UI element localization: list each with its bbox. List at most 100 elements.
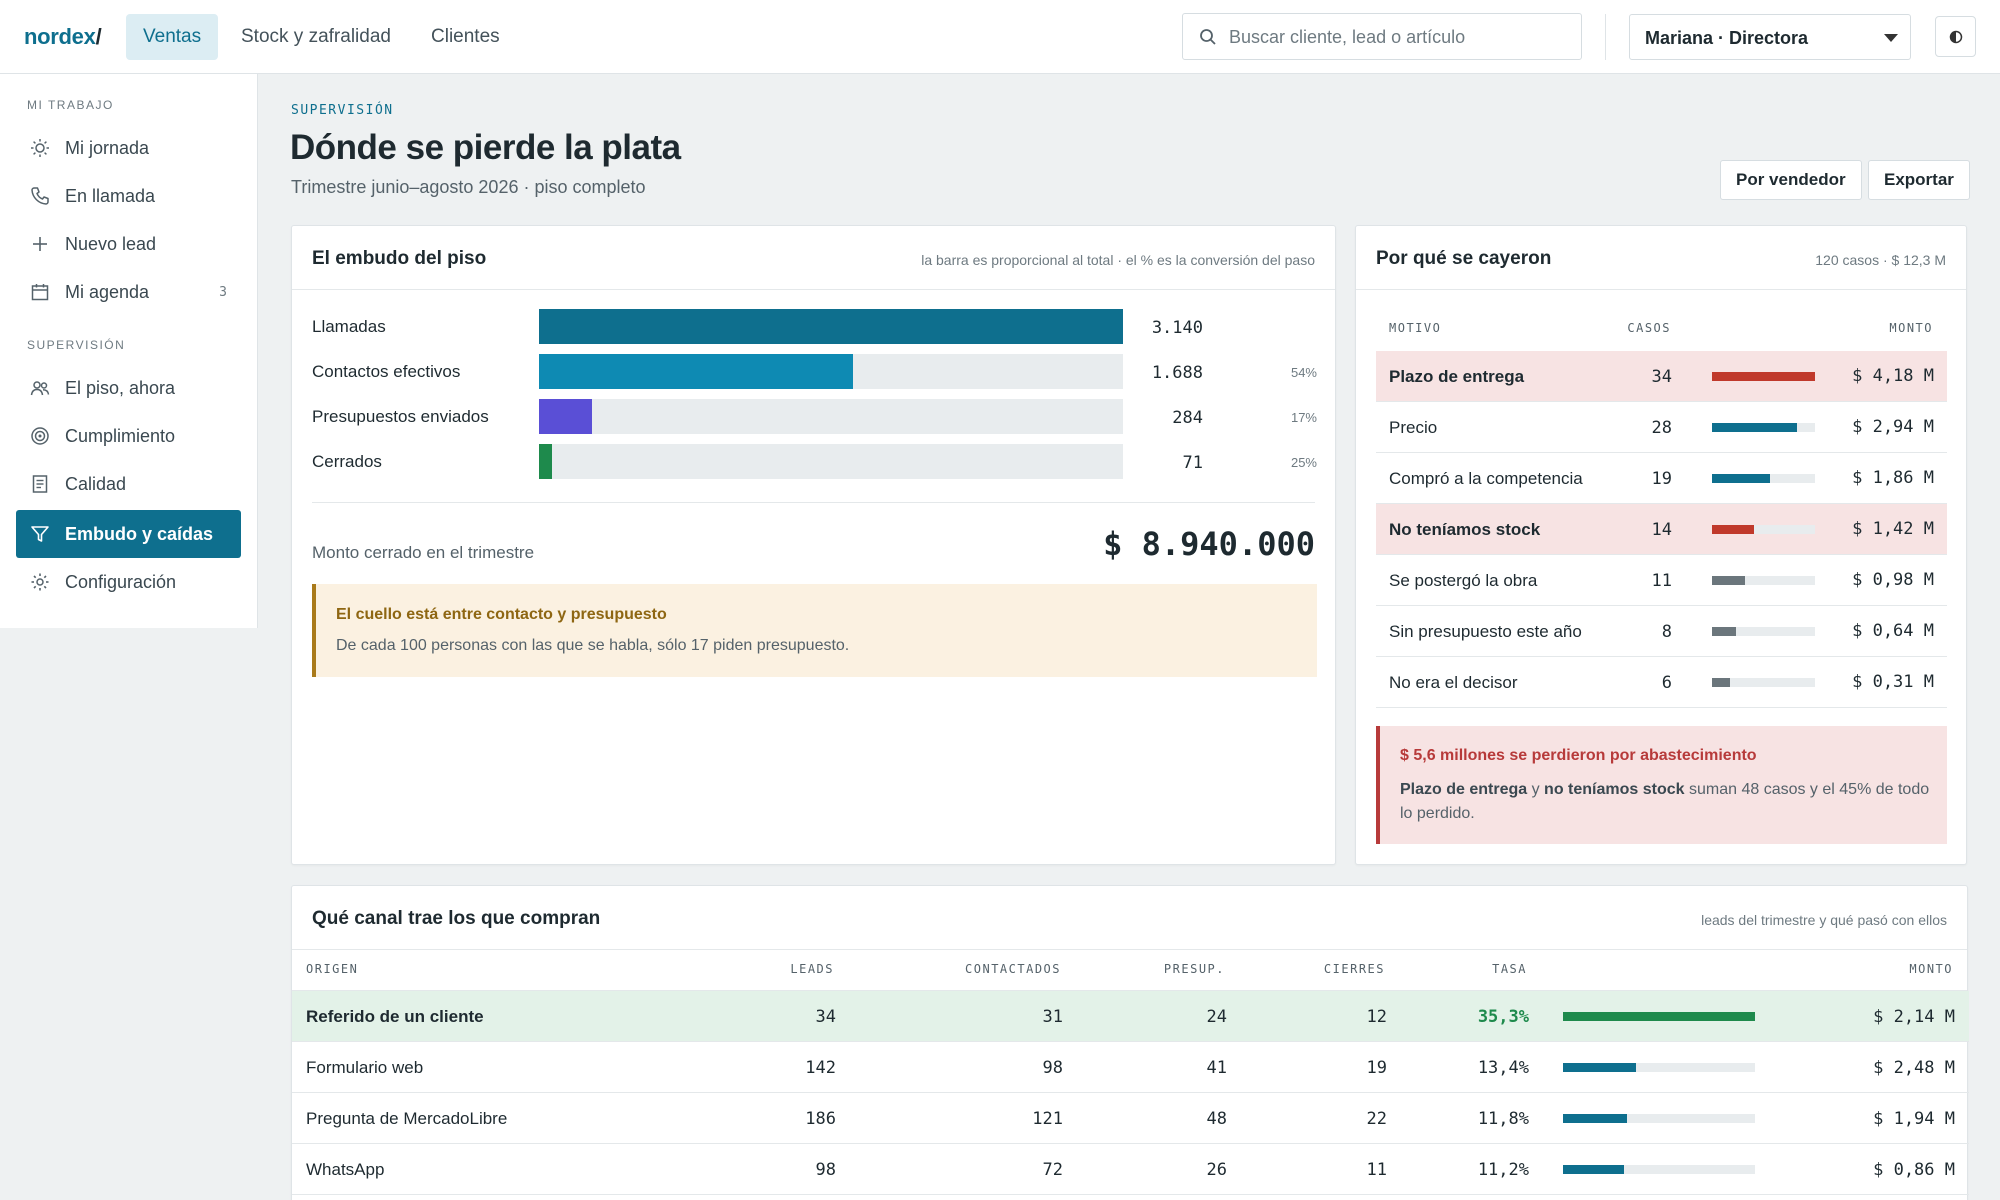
funnel-bar xyxy=(539,399,592,434)
channel-amount: $ 2,14 M xyxy=(1873,1007,1955,1027)
export-button[interactable]: Exportar xyxy=(1868,160,1970,200)
top-bar: nordex/ Ventas Stock y zafralidad Client… xyxy=(0,0,2000,74)
sidebar-item-en-llamada[interactable]: En llamada xyxy=(16,172,241,220)
reasons-card-title: Por qué se cayeron xyxy=(1376,248,1552,269)
channel-row[interactable]: Referido de un cliente 34 31 24 12 35,3%… xyxy=(292,991,1969,1042)
phone-icon xyxy=(31,187,49,205)
column-header-cierres: CIERRES xyxy=(1323,962,1385,976)
channel-row[interactable]: WhatsApp 98 72 26 11 11,2% $ 0,86 M xyxy=(292,1144,1969,1195)
channel-contacted: 31 xyxy=(1042,1007,1063,1027)
reason-row[interactable]: Sin presupuesto este año 8 $ 0,64 M xyxy=(1376,606,1947,657)
reason-amount: $ 0,98 M xyxy=(1852,570,1934,590)
search-input[interactable] xyxy=(1229,24,1569,50)
channel-closes: 22 xyxy=(1366,1109,1387,1129)
funnel-bar-track xyxy=(539,309,1123,344)
reason-row[interactable]: Plazo de entrega 34 $ 4,18 M xyxy=(1376,351,1947,402)
column-header-origen: ORIGEN xyxy=(306,962,359,976)
by-seller-button[interactable]: Por vendedor xyxy=(1720,160,1862,200)
gear-icon xyxy=(31,573,49,591)
card-divider xyxy=(1356,289,1966,290)
channel-amount: $ 1,94 M xyxy=(1873,1109,1955,1129)
reason-row[interactable]: No era el decisor 6 $ 0,31 M xyxy=(1376,657,1947,708)
channel-rate-track xyxy=(1563,1165,1755,1174)
reason-bar xyxy=(1712,678,1731,687)
sidebar-item-cumplimiento[interactable]: Cumplimiento xyxy=(16,412,241,460)
target-icon xyxy=(31,427,49,445)
channels-card: Qué canal trae los que compran leads del… xyxy=(291,885,1969,1200)
channel-rate-track xyxy=(1563,1114,1755,1123)
channel-closes: 12 xyxy=(1366,1007,1387,1027)
column-header-motivo: MOTIVO xyxy=(1389,321,1442,335)
theme-toggle-button[interactable] xyxy=(1935,16,1976,57)
reason-bar-track xyxy=(1712,525,1815,534)
page-eyebrow: SUPERVISIÓN xyxy=(291,103,394,118)
funnel-card: El embudo del piso la barra es proporcio… xyxy=(291,225,1336,865)
reason-bar-track xyxy=(1712,627,1815,636)
sidebar-item-mi-agenda[interactable]: Mi agenda 3 xyxy=(16,268,241,316)
channel-quotes: 48 xyxy=(1206,1109,1227,1129)
logo[interactable]: nordex/ xyxy=(24,24,102,50)
nav-tab-stock[interactable]: Stock y zafralidad xyxy=(241,26,391,47)
channel-rate-bar xyxy=(1563,1114,1628,1123)
funnel-label: Cerrados xyxy=(312,452,382,471)
sidebar-item-configuracion[interactable]: Configuración xyxy=(16,558,241,606)
total-label: Monto cerrado en el trimestre xyxy=(312,543,535,562)
channel-origin: Pregunta de MercadoLibre xyxy=(306,1109,508,1128)
reasons-card: Por qué se cayeron 120 casos · $ 12,3 M … xyxy=(1355,225,1967,865)
channel-rate-track xyxy=(1563,1063,1755,1072)
channel-leads: 98 xyxy=(815,1160,836,1180)
funnel-bar-track xyxy=(539,354,1123,389)
reason-amount: $ 2,94 M xyxy=(1852,417,1934,437)
channel-rate: 35,3% xyxy=(1477,1007,1529,1027)
callout-text-1: y xyxy=(1527,781,1545,798)
reason-label: Se postergó la obra xyxy=(1389,571,1538,590)
nav-tab-ventas[interactable]: Ventas xyxy=(126,14,219,60)
sidebar-item-embudo[interactable]: Embudo y caídas xyxy=(16,510,241,558)
reason-row[interactable]: No teníamos stock 14 $ 1,42 M xyxy=(1376,504,1947,555)
supply-loss-callout: $ 5,6 millones se perdieron por abasteci… xyxy=(1376,726,1947,844)
channel-origin: Formulario web xyxy=(306,1058,424,1077)
sidebar-section-supervision: SUPERVISIÓN xyxy=(27,338,126,352)
channel-rate: 11,8% xyxy=(1477,1109,1529,1129)
channel-row[interactable]: Pregunta de MercadoLibre 186 121 48 22 1… xyxy=(292,1093,1969,1144)
sidebar-item-label: Embudo y caídas xyxy=(65,524,214,544)
channel-contacted: 121 xyxy=(1032,1109,1063,1129)
total-value: $ 8.940.000 xyxy=(1103,525,1315,563)
funnel-row: Presupuestos enviados 284 17% xyxy=(312,399,1317,435)
channel-leads: 34 xyxy=(815,1007,836,1027)
reason-count: 19 xyxy=(1651,469,1672,489)
sidebar-item-mi-jornada[interactable]: Mi jornada xyxy=(16,124,241,172)
channel-leads: 142 xyxy=(805,1058,836,1078)
sidebar-item-el-piso[interactable]: El piso, ahora xyxy=(16,364,241,412)
funnel-pct: 54% xyxy=(1290,365,1317,380)
reason-label: No teníamos stock xyxy=(1389,520,1541,539)
card-divider xyxy=(292,289,1335,290)
callout-body: De cada 100 personas con las que se habl… xyxy=(336,637,850,654)
funnel-row: Llamadas 3.140 xyxy=(312,309,1317,345)
channel-row[interactable]: Formulario web 142 98 41 19 13,4% $ 2,48… xyxy=(292,1042,1969,1093)
channel-amount: $ 2,48 M xyxy=(1873,1058,1955,1078)
nav-tab-clientes[interactable]: Clientes xyxy=(431,26,500,47)
sidebar-item-calidad[interactable]: Calidad xyxy=(16,460,241,508)
calendar-icon xyxy=(31,284,49,301)
funnel-row: Cerrados 71 25% xyxy=(312,444,1317,480)
channel-leads: 186 xyxy=(805,1109,836,1129)
reason-row[interactable]: Se postergó la obra 11 $ 0,98 M xyxy=(1376,555,1947,606)
document-icon xyxy=(32,475,48,493)
funnel-bar-track xyxy=(539,444,1123,479)
channel-closes: 11 xyxy=(1366,1160,1387,1180)
sidebar-item-nuevo-lead[interactable]: Nuevo lead xyxy=(16,220,241,268)
reason-row[interactable]: Compró a la competencia 19 $ 1,86 M xyxy=(1376,453,1947,504)
callout-title: El cuello está entre contacto y presupue… xyxy=(336,606,667,623)
channel-quotes: 41 xyxy=(1206,1058,1227,1078)
reason-count: 14 xyxy=(1651,520,1672,540)
reason-bar xyxy=(1712,372,1815,381)
channel-closes: 19 xyxy=(1366,1058,1387,1078)
funnel-pct: 17% xyxy=(1290,410,1317,425)
funnel-bar xyxy=(539,444,553,479)
reason-row[interactable]: Precio 28 $ 2,94 M xyxy=(1376,402,1947,453)
funnel-value: 284 xyxy=(1172,408,1203,428)
sidebar-item-label: El piso, ahora xyxy=(65,378,176,398)
funnel-bar xyxy=(539,309,1123,344)
user-role-select[interactable]: Mariana · Directora xyxy=(1629,14,1911,60)
